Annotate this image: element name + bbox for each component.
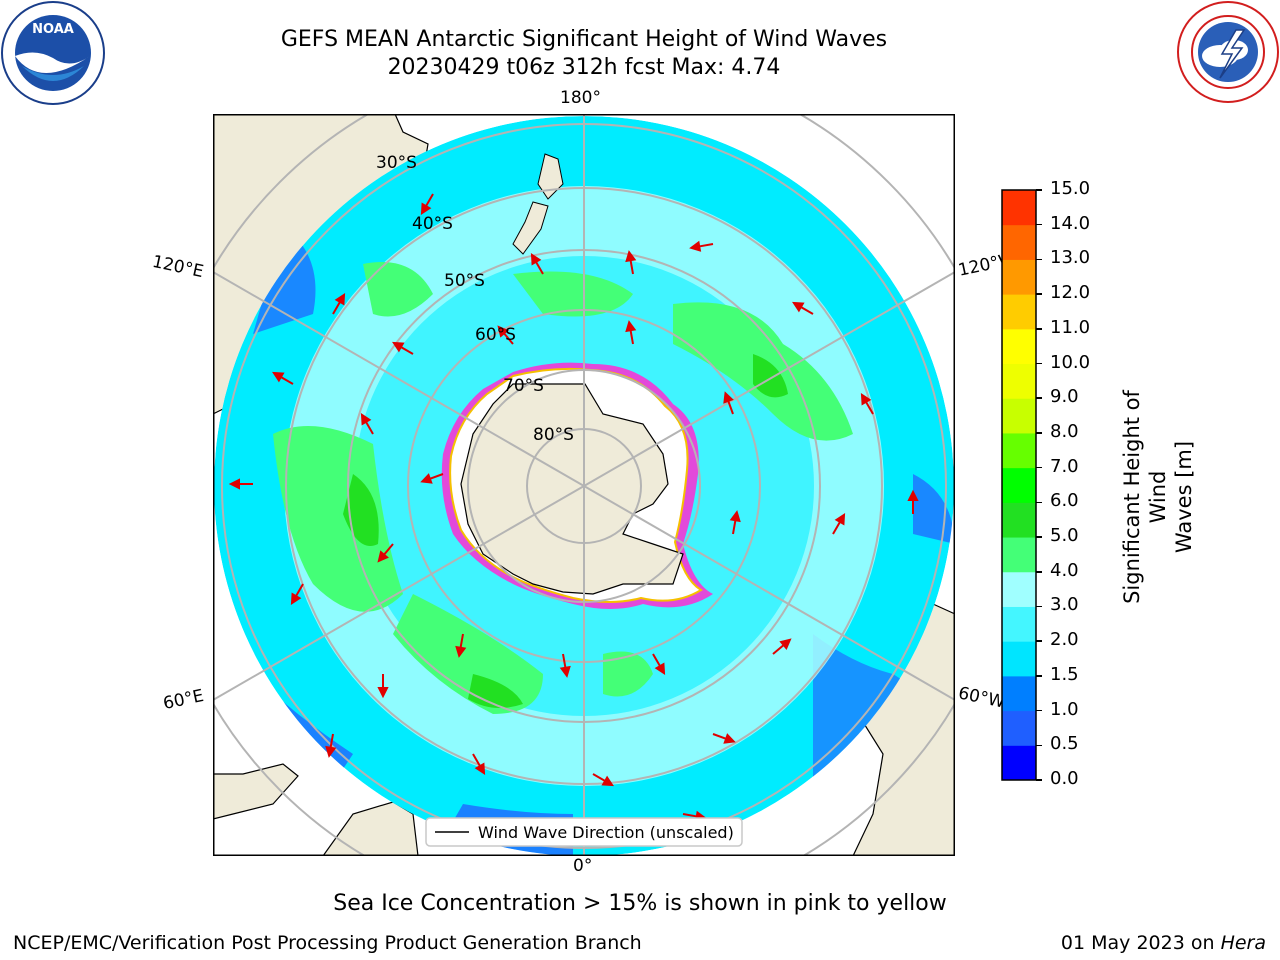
colorbar-tick-label: 11.0: [1050, 316, 1091, 338]
colorbar-segment: [1002, 675, 1036, 712]
colorbar-tick-label: 9.0: [1050, 386, 1079, 408]
lat-label-70s: 70°S: [503, 376, 544, 396]
wind-wave-arrows: [228, 193, 919, 822]
colorbar-segment: [1002, 745, 1036, 781]
colorbar-segment: [1002, 467, 1036, 503]
colorbar-tick-mark: [1036, 571, 1042, 573]
colorbar-segment: [1002, 641, 1036, 677]
colorbar-tick-label: 15.0: [1050, 178, 1091, 199]
colorbar-tick-mark: [1036, 779, 1042, 781]
colorbar-tick-mark: [1036, 675, 1042, 677]
lat-label-80s: 80°S: [533, 425, 574, 445]
lat-label-60s: 60°S: [475, 325, 516, 345]
lat-label-50s: 50°S: [444, 271, 485, 291]
colorbar-segment: [1002, 571, 1036, 607]
footer-date: 01 May 2023 on: [1060, 932, 1221, 954]
lon-label-lower-left: 60°E: [161, 685, 206, 715]
lon-label-lower-right: 60°W: [956, 683, 1007, 713]
noaa-wordmark: NOAA: [32, 22, 74, 37]
lon-label-bottom: 0°: [573, 856, 593, 876]
madagascar-land: [213, 763, 299, 820]
noaa-logo: NOAA: [1, 1, 105, 105]
colorbar-segment: [1002, 537, 1036, 573]
colorbar-tick-mark: [1036, 397, 1042, 399]
colorbar-tick-mark: [1036, 501, 1042, 504]
colorbar-ticks: 0.0 0.5 1.0 1.5 2.0 3.0 4.0 5.0 6.0 7.0 8.0 9.0 10.0…: [1036, 178, 1116, 789]
colorbar-tick-mark: [1036, 258, 1042, 261]
lon-label-upper-left: 120°E: [150, 251, 206, 283]
colorbar-tick-label: 4.0: [1050, 559, 1079, 581]
colorbar-tick-label: 14.0: [1050, 212, 1091, 234]
colorbar-tick-label: 7.0: [1050, 455, 1079, 477]
colorbar-tick-mark: [1036, 328, 1042, 330]
colorbar-tick-mark: [1036, 709, 1042, 712]
colorbar-tick-label: 1.5: [1050, 663, 1079, 685]
colorbar-label-line1: Significant Height of Wind: [1120, 390, 1170, 604]
sea-ice-note: Sea Ice Concentration > 15% is shown in …: [333, 891, 947, 916]
colorbar-tick-label: 10.0: [1050, 351, 1091, 373]
colorbar-segment: [1002, 328, 1036, 365]
nws-logo: [1177, 1, 1279, 103]
footer-left: NCEP/EMC/Verification Post Processing Pr…: [13, 932, 642, 954]
colorbar-tick-mark: [1036, 640, 1042, 642]
colorbar: [1001, 189, 1037, 781]
colorbar-tick-mark: [1036, 536, 1042, 538]
colorbar-segment: [1002, 224, 1036, 260]
legend-label: Wind Wave Direction (unscaled): [478, 823, 734, 842]
lat-label-30s: 30°S: [376, 153, 417, 173]
colorbar-tick-mark: [1036, 189, 1042, 191]
colorbar-tick-label: 12.0: [1050, 282, 1091, 304]
colorbar-tick-label: 5.0: [1050, 525, 1079, 547]
colorbar-tick-label: 0.0: [1050, 768, 1079, 789]
colorbar-tick-mark: [1036, 432, 1042, 434]
colorbar-tick-mark: [1036, 466, 1042, 469]
colorbar-segment: [1002, 502, 1036, 538]
colorbar-tick-label: 3.0: [1050, 594, 1079, 616]
footer-right: 01 May 2023 on Hera: [1061, 932, 1266, 954]
africa-land: [322, 801, 419, 856]
lat-label-40s: 40°S: [412, 214, 453, 234]
colorbar-label: Significant Height of Wind Waves [m]: [1119, 367, 1197, 627]
colorbar-segment: [1002, 398, 1036, 434]
colorbar-tick-mark: [1036, 362, 1042, 365]
colorbar-tick-label: 0.5: [1050, 733, 1079, 755]
colorbar-tick-label: 8.0: [1050, 420, 1079, 442]
wave-map: 30°S 40°S 50°S 60°S 70°S 80°S Wind Wave …: [213, 114, 955, 856]
colorbar-segment: [1002, 432, 1036, 469]
colorbar-label-line2: Waves [m]: [1172, 440, 1196, 554]
colorbar-tick-label: 13.0: [1050, 247, 1091, 269]
colorbar-segment: [1002, 606, 1036, 642]
colorbar-tick-label: 6.0: [1050, 490, 1079, 512]
footer-host: Hera: [1220, 932, 1266, 954]
page-subtitle: 20230429 t06z 312h fcst Max: 4.74: [387, 55, 781, 80]
colorbar-tick-label: 2.0: [1050, 629, 1079, 651]
page-title: GEFS MEAN Antarctic Significant Height o…: [280, 27, 888, 52]
colorbar-tick-mark: [1036, 744, 1042, 747]
colorbar-tick-mark: [1036, 293, 1042, 295]
colorbar-segment: [1002, 363, 1036, 399]
colorbar-tick-mark: [1036, 605, 1042, 608]
colorbar-segment: [1002, 190, 1036, 226]
lon-label-top: 180°: [560, 88, 601, 108]
colorbar-segment: [1002, 710, 1036, 746]
colorbar-segment: [1002, 294, 1036, 330]
colorbar-segment: [1002, 259, 1036, 295]
colorbar-tick-mark: [1036, 223, 1042, 226]
colorbar-tick-label: 1.0: [1050, 698, 1079, 720]
